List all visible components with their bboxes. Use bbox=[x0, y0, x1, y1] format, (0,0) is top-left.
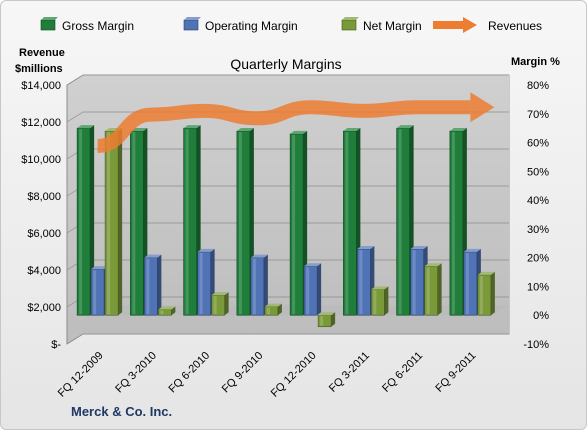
right-tick-label: 60% bbox=[527, 138, 549, 150]
left-tick-label: $8,000 bbox=[27, 191, 61, 203]
right-tick-label: -10% bbox=[523, 339, 549, 351]
x-tick-label: FQ 9-2011 bbox=[433, 350, 478, 395]
gridline-diag bbox=[66, 74, 84, 86]
bar-net-margin bbox=[264, 303, 282, 316]
left-axis: $- $2,000 $4,000 $6,000 $8,000 $10,000 $12,000… bbox=[21, 80, 61, 351]
legend-item-operating-margin: Operating Margin bbox=[183, 17, 298, 33]
legend: Gross Margin Operating Margin Net Margin Re… bbox=[40, 17, 542, 33]
right-tick-label: 30% bbox=[527, 224, 549, 236]
bar-net-margin bbox=[158, 306, 176, 316]
x-tick-label: FQ 12-2010 bbox=[269, 350, 319, 400]
right-tick-label: 80% bbox=[527, 80, 549, 92]
x-tick-label: FQ 6-2011 bbox=[380, 350, 425, 395]
left-tick-label: $2,000 bbox=[27, 302, 61, 314]
svg-text:Net Margin: Net Margin bbox=[363, 19, 422, 33]
left-tick-label: $14,000 bbox=[21, 80, 61, 92]
x-tick-label: FQ 12-2009 bbox=[56, 350, 106, 400]
right-tick-label: 0% bbox=[533, 310, 549, 322]
right-tick-label: 40% bbox=[527, 195, 549, 207]
x-tick-label: FQ 6-2010 bbox=[167, 350, 213, 396]
right-tick-label: 20% bbox=[527, 253, 549, 265]
left-axis-label-line1: Revenue bbox=[19, 47, 65, 59]
legend-item-gross-margin: Gross Margin bbox=[40, 17, 134, 33]
bar-net-margin bbox=[424, 263, 442, 316]
right-axis-label: Margin % bbox=[511, 56, 560, 68]
left-tick-label: $4,000 bbox=[27, 265, 61, 277]
bar-operating-margin bbox=[357, 246, 375, 316]
right-axis: -10% 0% 10% 20% 30% 40% 50% 60% 70% 80% bbox=[523, 80, 549, 351]
gridline-diag bbox=[66, 333, 84, 345]
bar-net-margin bbox=[371, 286, 389, 316]
left-tick-label: $- bbox=[51, 339, 61, 351]
x-axis: FQ 12-2009 FQ 3-2010 FQ 6-2010 FQ 9-2010 FQ … bbox=[56, 350, 479, 400]
legend-item-revenues: Revenues bbox=[433, 17, 542, 33]
svg-text:Gross Margin: Gross Margin bbox=[62, 19, 134, 33]
legend-item-net-margin: Net Margin bbox=[341, 17, 422, 33]
right-tick-label: 10% bbox=[527, 281, 549, 293]
left-tick-label: $6,000 bbox=[27, 228, 61, 240]
x-tick-label: FQ 3-2011 bbox=[327, 350, 372, 395]
bar-net-margin bbox=[104, 128, 123, 316]
company-label: Merck & Co. Inc. bbox=[71, 404, 172, 419]
revenues-arrowhead bbox=[470, 92, 495, 123]
x-tick-label: FQ 3-2010 bbox=[113, 350, 159, 396]
chart-title: Quarterly Margins bbox=[230, 56, 341, 72]
left-tick-label: $10,000 bbox=[21, 154, 61, 166]
bar-operating-margin bbox=[144, 254, 162, 316]
svg-text:Operating Margin: Operating Margin bbox=[205, 19, 298, 33]
bar-net-margin bbox=[211, 292, 229, 316]
right-tick-label: 70% bbox=[527, 109, 549, 121]
bar-net-margin bbox=[317, 312, 336, 328]
right-tick-label: 50% bbox=[527, 166, 549, 178]
revenues-line bbox=[96, 100, 471, 154]
gridline-diag bbox=[66, 111, 84, 123]
bar-operating-margin bbox=[250, 254, 268, 316]
svg-text:Revenues: Revenues bbox=[488, 19, 542, 33]
x-tick-label: FQ 9-2010 bbox=[220, 350, 266, 396]
plot-area bbox=[66, 74, 510, 345]
left-tick-label: $12,000 bbox=[21, 117, 61, 129]
bar-net-margin bbox=[477, 271, 495, 316]
left-axis-label-line2: $millions bbox=[15, 63, 63, 75]
bar-operating-margin bbox=[303, 263, 322, 316]
